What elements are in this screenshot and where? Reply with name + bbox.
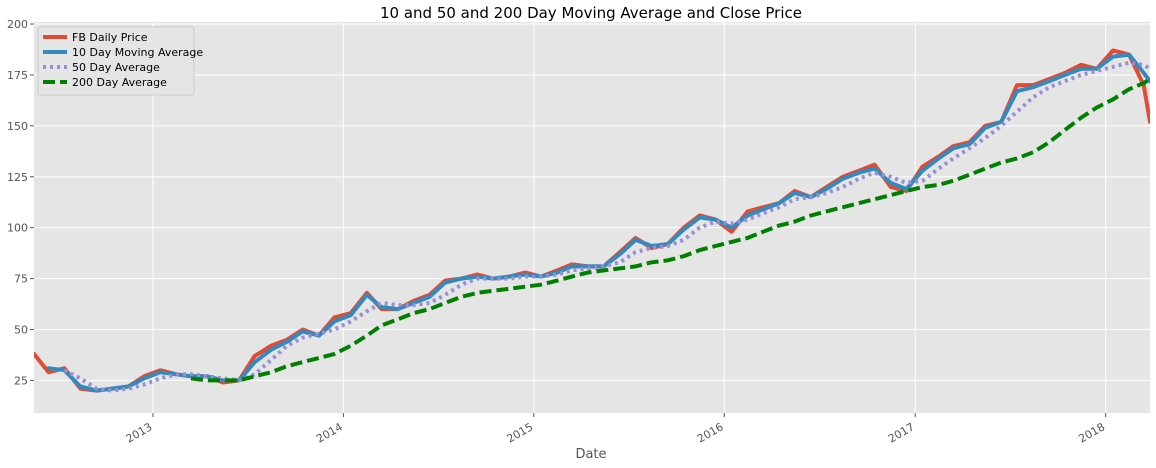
legend-label: 200 Day Average: [72, 76, 167, 89]
legend-box: [37, 26, 195, 96]
x-tick-label: 2013: [124, 420, 155, 445]
x-tick-label: 2014: [314, 420, 345, 445]
plot-area: [34, 22, 1150, 413]
y-tick-label: 75: [14, 273, 28, 286]
legend: FB Daily Price 10 Day Moving Average 50 Da…: [37, 26, 203, 96]
legend-label: 50 Day Average: [72, 61, 160, 74]
legend-label: FB Daily Price: [72, 31, 148, 44]
grid-lines: [34, 22, 1150, 413]
y-axis-ticks: 25 50 75 100 125 150 175 200: [7, 18, 34, 387]
x-axis-title: Date: [575, 447, 606, 462]
chart-title: 10 and 50 and 200 Day Moving Average and…: [380, 4, 802, 22]
x-tick-label: 2018: [1076, 420, 1107, 445]
y-tick-label: 175: [7, 69, 28, 82]
x-tick-label: 2017: [886, 420, 917, 445]
y-tick-label: 50: [14, 324, 28, 337]
x-axis-ticks: 2013 2014 2015 2016 2017 2018: [124, 413, 1107, 446]
y-tick-label: 150: [7, 120, 28, 133]
legend-label: 10 Day Moving Average: [72, 46, 203, 59]
y-tick-label: 100: [7, 222, 28, 235]
y-tick-label: 200: [7, 18, 28, 31]
y-tick-label: 25: [14, 374, 28, 387]
series-layer: [34, 48, 1150, 393]
y-tick-label: 125: [7, 171, 28, 184]
x-tick-label: 2016: [695, 420, 726, 445]
series-line-200-day-average: [190, 77, 1150, 383]
x-tick-label: 2015: [505, 420, 536, 445]
